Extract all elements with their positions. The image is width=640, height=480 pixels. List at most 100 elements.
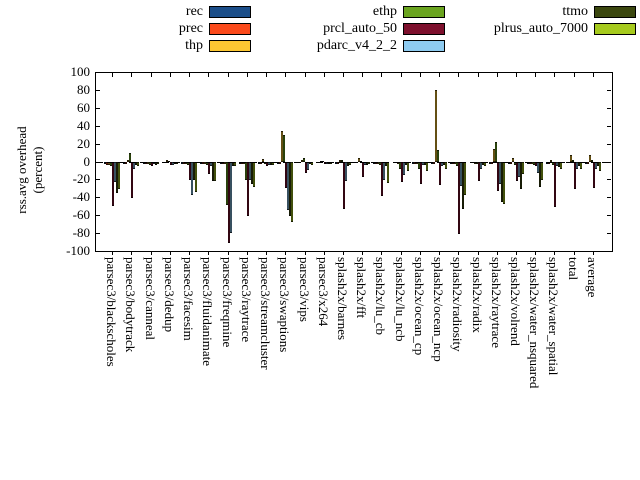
x-tick-top (131, 73, 132, 77)
legend-column: ethp prcl_auto_50 pdarc_v4_2_2 (237, 3, 445, 54)
ttmo-bar (212, 162, 214, 181)
y-tick-label: 80 (77, 82, 90, 97)
x-tick-label: parsec3/vips (297, 257, 312, 322)
x-tick-label: splash2x/radix (470, 257, 485, 333)
prcl_auto_50-bar (112, 162, 114, 206)
x-tick-top (497, 73, 498, 77)
y-tick (96, 233, 100, 234)
rec-bar (143, 162, 145, 164)
x-tick-top (324, 73, 325, 77)
y-tick-right (607, 215, 611, 216)
prcl_auto_50-bar (420, 162, 422, 184)
y-tick-label: -100 (66, 243, 90, 258)
pdarc_v4_2_2-bar (556, 162, 558, 166)
plrus_auto_7000-bar (426, 162, 428, 171)
prcl_auto_50-bar (266, 162, 268, 166)
thp-bar (127, 160, 129, 162)
thp-bar (474, 162, 476, 164)
ttmo-bar (232, 162, 234, 166)
ethp-bar (495, 142, 497, 162)
legend-item-thp: thp (43, 37, 251, 54)
thp-bar (108, 162, 110, 165)
x-tick-label: parsec3/dedup (162, 257, 177, 333)
prcl_auto_50-bar (131, 162, 133, 198)
legend-swatch-prcl_auto_50 (403, 22, 445, 35)
zero-axis-line (96, 162, 611, 163)
x-tick-top (574, 73, 575, 77)
thp-bar (454, 162, 456, 164)
x-tick-label: splash2x/fft (354, 257, 369, 319)
ethp-bar (399, 162, 401, 169)
prcl_auto_50-bar (593, 162, 595, 188)
pdarc_v4_2_2-bar (441, 162, 443, 166)
x-tick-label: splash2x/radiosity (450, 257, 465, 352)
prec-bar (145, 162, 147, 164)
ethp-bar (456, 162, 458, 166)
x-tick (497, 251, 498, 255)
prcl_auto_50-bar (151, 162, 153, 166)
rec-bar (546, 162, 548, 164)
thp-bar (358, 158, 360, 162)
legend-label: rec (185, 3, 203, 19)
plrus_auto_7000-bar (580, 162, 582, 169)
ttmo-bar (443, 162, 445, 165)
y-tick-label: -20 (72, 171, 90, 186)
x-tick (593, 251, 594, 255)
ttmo-bar (501, 162, 503, 202)
x-tick (343, 251, 344, 255)
ethp-bar (533, 162, 535, 165)
ttmo-bar (597, 162, 599, 166)
prec-bar (106, 162, 108, 165)
y-tick (96, 251, 100, 252)
plrus_auto_7000-bar (503, 162, 505, 204)
prec-bar (222, 162, 224, 164)
x-tick (458, 251, 459, 255)
prec-bar (202, 162, 204, 164)
legend-item-ethp: ethp (237, 3, 445, 20)
prec-bar (491, 162, 493, 164)
thp-bar (416, 162, 418, 164)
x-tick (189, 251, 190, 255)
pdarc_v4_2_2-bar (422, 162, 424, 165)
ethp-bar (168, 161, 170, 162)
pdarc_v4_2_2-bar (576, 162, 578, 169)
x-tick-top (208, 73, 209, 77)
prcl_auto_50-bar (189, 162, 191, 180)
plrus_auto_7000-bar (387, 162, 389, 183)
prcl_auto_50-bar (401, 162, 403, 182)
rec-bar (373, 162, 375, 164)
x-tick (362, 251, 363, 255)
plrus_auto_7000-bar (541, 162, 543, 180)
y-axis-title-line2: (percent) (30, 146, 45, 194)
rec-bar (508, 162, 510, 164)
legend-label: ethp (372, 3, 397, 19)
y-tick (96, 197, 100, 198)
thp-bar (224, 162, 226, 164)
ttmo-bar (520, 162, 522, 189)
plrus_auto_7000-bar (599, 162, 601, 171)
x-tick-label: splash2x/lu_ncb (393, 257, 408, 342)
y-tick (96, 108, 100, 109)
x-tick-label: splash2x/volrend (508, 257, 523, 346)
plrus_auto_7000-bar (330, 162, 332, 164)
pdarc_v4_2_2-bar (595, 162, 597, 169)
thp-bar (493, 149, 495, 162)
x-tick (112, 251, 113, 255)
x-tick (285, 251, 286, 255)
plrus_auto_7000-bar (214, 162, 216, 181)
pdarc_v4_2_2-bar (230, 162, 232, 233)
ethp-bar (437, 150, 439, 162)
x-tick-top (170, 73, 171, 77)
x-tick-label: splash2x/ocean_cp (412, 257, 427, 356)
x-tick (266, 251, 267, 255)
x-tick-top (189, 73, 190, 77)
x-tick-label: splash2x/barnes (335, 257, 350, 341)
x-tick-label: parsec3/swaptions (277, 257, 292, 353)
ttmo-bar (578, 162, 580, 166)
x-tick (324, 251, 325, 255)
y-axis-title: rss.avg overhead (percent) (14, 70, 46, 270)
x-tick-label: splash2x/water_spatial (546, 257, 561, 376)
x-tick-top (458, 73, 459, 77)
x-tick-top (439, 73, 440, 77)
prcl_auto_50-bar (516, 162, 518, 181)
